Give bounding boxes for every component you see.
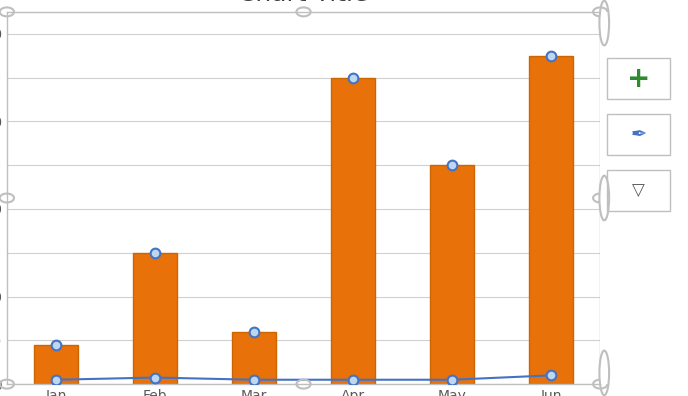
- Line: Units Sold: Units Sold: [52, 371, 556, 385]
- Units Sold: [52, 377, 61, 382]
- Bar: [133, 253, 178, 384]
- Text: ✒: ✒: [630, 125, 647, 144]
- Bar: [528, 56, 573, 384]
- Bar: [430, 165, 474, 384]
- Units Sold: [349, 377, 357, 382]
- Units Sold: [547, 373, 555, 378]
- Text: ▽: ▽: [632, 181, 645, 200]
- Units Sold: [250, 377, 258, 382]
- Text: +: +: [627, 65, 650, 93]
- FancyBboxPatch shape: [608, 114, 670, 155]
- Units Sold: [151, 375, 159, 380]
- Bar: [232, 331, 277, 384]
- FancyBboxPatch shape: [608, 58, 670, 99]
- Bar: [34, 345, 78, 384]
- Units Sold: [448, 377, 456, 382]
- Bar: [331, 78, 375, 384]
- Title: Chart Title: Chart Title: [238, 0, 369, 6]
- FancyBboxPatch shape: [608, 170, 670, 211]
